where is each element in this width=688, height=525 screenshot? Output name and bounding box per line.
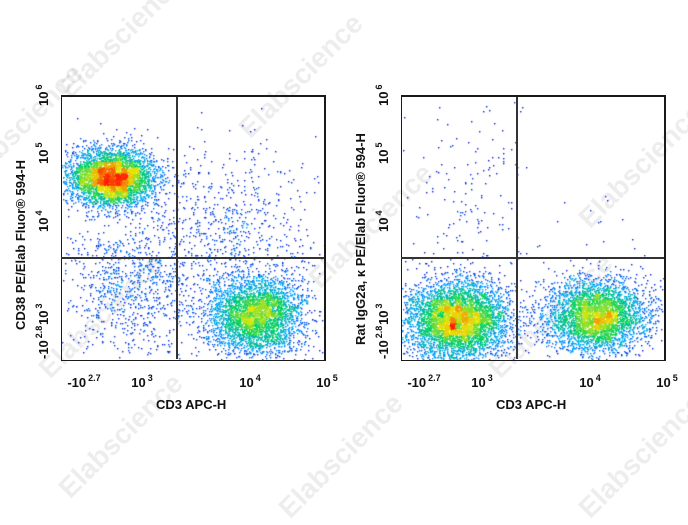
y-tick-label: 104 bbox=[374, 210, 391, 232]
plot-frame bbox=[61, 95, 326, 361]
x-tick-label: 10 5 bbox=[316, 373, 338, 390]
y-tick-label: -102.8 bbox=[374, 325, 391, 359]
top-border bbox=[401, 95, 666, 97]
x-tick-label: 10 4 bbox=[579, 373, 601, 390]
plot-frame bbox=[401, 95, 666, 361]
x-tick-label: 10 3 bbox=[471, 373, 493, 390]
quadrant-gate-horizontal[interactable] bbox=[61, 257, 325, 259]
y-tick-label: 104 bbox=[34, 210, 51, 232]
y-tick-label: 106 bbox=[374, 84, 391, 106]
x-tick-label: -10 2.7 bbox=[67, 373, 101, 390]
y-tick-label: 106 bbox=[34, 84, 51, 106]
quadrant-gate-vertical[interactable] bbox=[176, 95, 178, 359]
right-border bbox=[324, 95, 326, 361]
y-tick-label: 105 bbox=[374, 142, 391, 164]
x-tick-label: -10 2.7 bbox=[407, 373, 441, 390]
y-tick-label: 103 bbox=[34, 303, 51, 325]
right-border bbox=[664, 95, 666, 361]
y-axis-label: Rat IgG2a, κ PE/Elab Fluor® 594-H bbox=[353, 133, 368, 345]
x-axis-label: CD3 APC-H bbox=[156, 397, 227, 412]
x-tick-label: 10 5 bbox=[656, 373, 678, 390]
quadrant-gate-horizontal[interactable] bbox=[401, 257, 665, 259]
top-border bbox=[61, 95, 326, 97]
x-tick-label: 10 3 bbox=[131, 373, 153, 390]
x-tick-label: 10 4 bbox=[239, 373, 261, 390]
y-axis-label: CD38 PE/Elab Fluor® 594-H bbox=[13, 160, 28, 330]
scatter-plot-area bbox=[401, 95, 665, 360]
y-tick-label: 105 bbox=[34, 142, 51, 164]
y-tick-label: -102.8 bbox=[34, 325, 51, 359]
y-tick-label: 103 bbox=[374, 303, 391, 325]
scatter-plot-area bbox=[61, 95, 325, 360]
quadrant-gate-vertical[interactable] bbox=[516, 95, 518, 359]
x-axis-label: CD3 APC-H bbox=[496, 397, 567, 412]
plot-panel-cd38: CD38 PE/Elab Fluor® 594-H -102.8 103 104… bbox=[0, 0, 344, 490]
plot-panel-isotype: Rat IgG2a, κ PE/Elab Fluor® 594-H -102.8… bbox=[340, 0, 684, 490]
